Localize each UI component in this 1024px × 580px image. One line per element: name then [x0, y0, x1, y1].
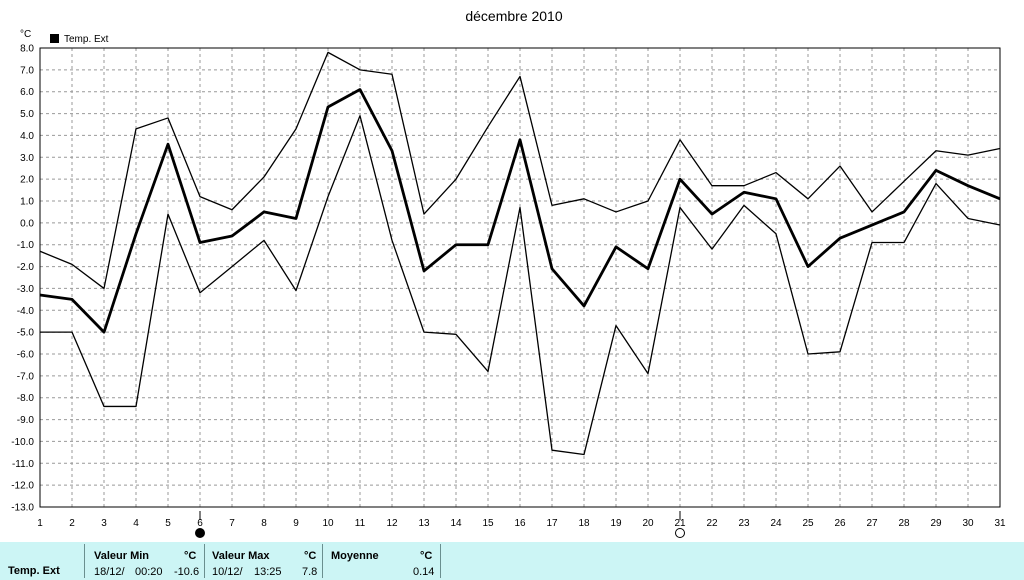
y-tick-label: -10.0 [11, 437, 34, 448]
new-moon-icon [195, 528, 205, 538]
x-tick-label: 11 [355, 518, 366, 529]
y-unit-label: °C [20, 29, 31, 40]
x-tick-label: 25 [802, 518, 814, 529]
footer-divider [84, 544, 85, 578]
y-tick-label: -9.0 [17, 415, 35, 426]
footer-divider [204, 544, 205, 578]
series-group [39, 51, 1001, 456]
x-tick-label: 5 [165, 518, 171, 529]
series-line-avg [39, 88, 1001, 334]
y-tick-label: -3.0 [17, 284, 35, 295]
avg-value: 0.14 [413, 566, 435, 578]
x-tick-label: 21 [674, 518, 686, 529]
x-tick-label: 31 [994, 518, 1006, 529]
min-time: 00:20 [135, 566, 163, 578]
max-unit: °C [304, 550, 317, 562]
y-tick-label: -7.0 [17, 371, 35, 382]
x-tick-label: 17 [546, 518, 558, 529]
max-header: Valeur Max [212, 550, 270, 562]
y-tick-label: -13.0 [11, 503, 34, 514]
x-tick-label: 27 [866, 518, 878, 529]
chart-title: décembre 2010 [465, 8, 563, 24]
max-date: 10/12/ [212, 566, 243, 578]
y-tick-label: 3.0 [20, 153, 34, 164]
series-line-min [40, 115, 1001, 456]
x-tick-label: 1 [37, 518, 43, 529]
y-tick-label: 1.0 [20, 197, 34, 208]
max-value: 7.8 [302, 566, 318, 578]
y-axis: 8.0 7.0 6.0 5.0 4.0 3.0 2.0 1.0 0.0 -1.0 -2.0 -3.0 -… [11, 44, 34, 514]
y-tick-label: -8.0 [17, 393, 35, 404]
x-tick-label: 7 [229, 518, 235, 529]
y-tick-label: -4.0 [17, 306, 35, 317]
y-tick-label: -12.0 [11, 481, 34, 492]
min-unit: °C [184, 550, 197, 562]
avg-unit: °C [420, 550, 433, 562]
y-tick-label: -2.0 [17, 262, 35, 273]
x-tick-label: 6 [197, 518, 203, 529]
x-tick-label: 10 [322, 518, 334, 529]
x-tick-label: 16 [514, 518, 526, 529]
footer-divider [322, 544, 323, 578]
x-tick-label: 9 [293, 518, 299, 529]
x-tick-label: 8 [261, 518, 267, 529]
y-tick-label: 8.0 [20, 44, 34, 55]
x-tick-label: 23 [738, 518, 750, 529]
x-tick-label: 14 [450, 518, 462, 529]
x-axis: 1 2 3 4 5 6 7 8 9 10 11 12 13 14 15 16 17 18 19 20 21 22 23 24 2… [37, 518, 1006, 529]
x-tick-label: 18 [578, 518, 590, 529]
x-tick-label: 4 [133, 518, 139, 529]
x-tick-label: 19 [610, 518, 622, 529]
x-tick-label: 12 [386, 518, 398, 529]
footer-divider [440, 544, 441, 578]
x-tick-label: 28 [898, 518, 910, 529]
full-moon-icon [675, 528, 685, 538]
y-tick-label: 5.0 [20, 109, 34, 120]
y-tick-label: 6.0 [20, 87, 34, 98]
y-tick-label: -5.0 [17, 328, 35, 339]
moon-phases [195, 511, 685, 538]
min-date: 18/12/ [94, 566, 125, 578]
y-tick-label: -6.0 [17, 350, 35, 361]
series-line-max [39, 51, 1001, 290]
footer-series-label: Temp. Ext [8, 565, 60, 577]
x-tick-label: 29 [930, 518, 942, 529]
y-tick-label: -11.0 [12, 459, 34, 470]
x-tick-label: 13 [418, 518, 430, 529]
x-tick-label: 22 [706, 518, 718, 529]
y-tick-label: -1.0 [17, 240, 35, 251]
max-time: 13:25 [254, 566, 282, 578]
y-tick-label: 0.0 [20, 218, 34, 229]
y-tick-label: 2.0 [20, 175, 34, 186]
min-value: -10.6 [174, 566, 200, 578]
x-tick-label: 3 [101, 518, 107, 529]
plot-frame [39, 47, 1001, 508]
x-tick-label: 2 [69, 518, 75, 529]
x-tick-label: 24 [770, 518, 782, 529]
x-tick-label: 30 [962, 518, 974, 529]
chart: décembre 2010 °C Temp. Ext 8.0 7.0 6.0 5.0 4… [11, 8, 1006, 538]
min-header: Valeur Min [94, 550, 150, 562]
legend-swatch [50, 34, 59, 43]
x-tick-label: 20 [642, 518, 654, 529]
y-tick-label: 4.0 [20, 131, 34, 142]
stats-footer [0, 542, 1024, 580]
x-tick-label: 15 [482, 518, 494, 529]
grid [39, 47, 1001, 508]
x-tick-label: 26 [834, 518, 846, 529]
legend-label: Temp. Ext [64, 34, 109, 45]
avg-header: Moyenne [331, 550, 379, 562]
y-tick-label: 7.0 [20, 65, 34, 76]
